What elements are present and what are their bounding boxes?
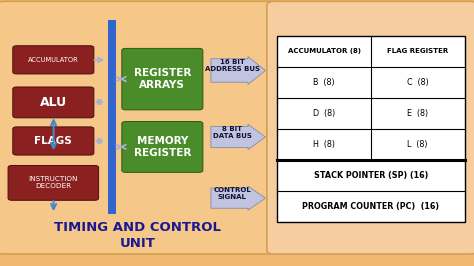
Text: MEMORY
REGISTER: MEMORY REGISTER (134, 136, 191, 158)
Text: REGISTER
ARRAYS: REGISTER ARRAYS (134, 68, 191, 90)
FancyBboxPatch shape (122, 48, 203, 110)
Text: FLAG REGISTER: FLAG REGISTER (387, 48, 448, 55)
Bar (108, 20, 116, 214)
FancyBboxPatch shape (13, 87, 94, 118)
Text: 8 BIT
DATA BUS: 8 BIT DATA BUS (213, 126, 252, 139)
Polygon shape (211, 57, 265, 85)
FancyBboxPatch shape (122, 122, 203, 172)
Text: CONTROL
SIGNAL: CONTROL SIGNAL (213, 187, 251, 200)
Text: H  (8): H (8) (313, 140, 335, 149)
Text: ACCUMULATOR (8): ACCUMULATOR (8) (288, 48, 361, 55)
Text: FLAGS: FLAGS (35, 136, 72, 146)
Text: ACCUMULATOR: ACCUMULATOR (28, 57, 79, 63)
Polygon shape (211, 186, 265, 210)
Text: TIMING AND CONTROL
UNIT: TIMING AND CONTROL UNIT (54, 221, 221, 250)
Text: PROGRAM COUNTER (PC)  (16): PROGRAM COUNTER (PC) (16) (302, 202, 439, 211)
FancyBboxPatch shape (0, 1, 279, 254)
Text: ALU: ALU (40, 96, 67, 109)
Bar (277, 36, 465, 222)
FancyBboxPatch shape (13, 127, 94, 155)
FancyBboxPatch shape (267, 1, 474, 254)
FancyBboxPatch shape (13, 46, 94, 74)
Text: INSTRUCTION
DECODER: INSTRUCTION DECODER (28, 176, 78, 189)
Text: C  (8): C (8) (407, 78, 428, 87)
Polygon shape (211, 124, 265, 149)
FancyBboxPatch shape (8, 165, 99, 200)
Text: D  (8): D (8) (313, 109, 335, 118)
Text: 16 BIT
ADDRESS BUS: 16 BIT ADDRESS BUS (205, 59, 260, 72)
Text: E  (8): E (8) (407, 109, 428, 118)
Text: L  (8): L (8) (408, 140, 428, 149)
Text: B  (8): B (8) (313, 78, 335, 87)
Text: STACK POINTER (SP) (16): STACK POINTER (SP) (16) (314, 171, 428, 180)
